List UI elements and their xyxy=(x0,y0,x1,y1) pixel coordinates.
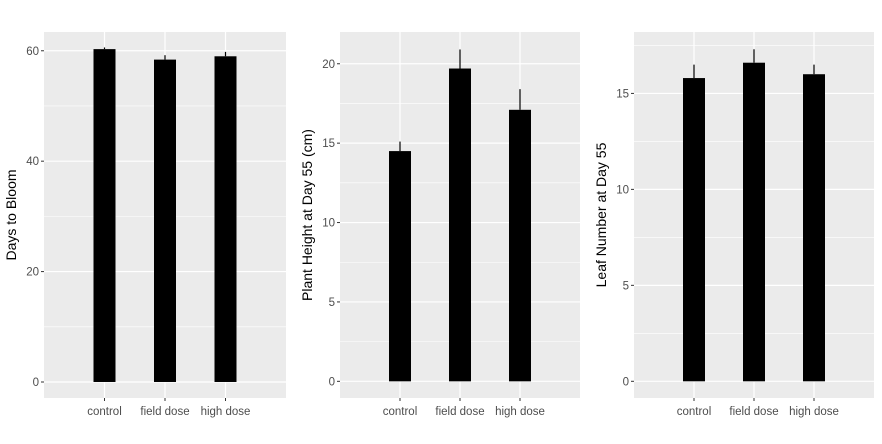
x-tick-label: high dose xyxy=(495,406,545,418)
y-axis-title: Plant Height at Day 55 (cm) xyxy=(299,129,315,301)
y-tick-label: 5 xyxy=(623,280,629,292)
bar-field-dose xyxy=(449,68,471,382)
y-tick-label: 60 xyxy=(26,46,39,58)
bar-control xyxy=(683,78,705,382)
y-tick-label: 15 xyxy=(322,138,335,150)
bar-high-dose xyxy=(509,109,531,382)
y-tick-label: 20 xyxy=(26,267,39,279)
chart-panel-plant-height: 0 5 10 15 20 control field dose high dose Plant … xyxy=(299,32,580,418)
y-tick-label: 40 xyxy=(26,156,39,168)
y-tick-label: 0 xyxy=(33,377,39,389)
x-tick-label: control xyxy=(677,406,712,418)
y-tick-label: 10 xyxy=(322,218,335,230)
y-tick-label: 15 xyxy=(616,88,629,100)
x-tick-label: high dose xyxy=(201,406,251,418)
y-tick-label: 0 xyxy=(623,376,629,388)
x-tick-label: field dose xyxy=(729,406,778,418)
x-tick-label: field dose xyxy=(140,406,189,418)
bar-field-dose xyxy=(743,62,765,382)
y-tick-label: 20 xyxy=(322,59,335,71)
y-axis-title: Leaf Number at Day 55 xyxy=(593,142,609,287)
bar-control xyxy=(93,49,116,382)
bar-high-dose xyxy=(214,56,237,382)
chart-panel-leaf-number: 0 5 10 15 control field dose high dose Leaf Num… xyxy=(593,32,874,418)
bar-control xyxy=(389,151,411,382)
x-tick-label: control xyxy=(383,406,418,418)
y-axis-title: Days to Bloom xyxy=(3,169,19,260)
x-tick-label: high dose xyxy=(789,406,839,418)
x-tick-label: control xyxy=(87,406,122,418)
bar-field-dose xyxy=(154,59,176,382)
y-tick-label: 0 xyxy=(329,376,335,388)
y-tick-label: 5 xyxy=(329,297,335,309)
chart-panel-days-to-bloom: 0 20 40 60 control field dose high dose Days to… xyxy=(3,32,286,418)
x-tick-label: field dose xyxy=(435,406,484,418)
y-tick-label: 10 xyxy=(616,184,629,196)
bar-high-dose xyxy=(803,74,825,382)
